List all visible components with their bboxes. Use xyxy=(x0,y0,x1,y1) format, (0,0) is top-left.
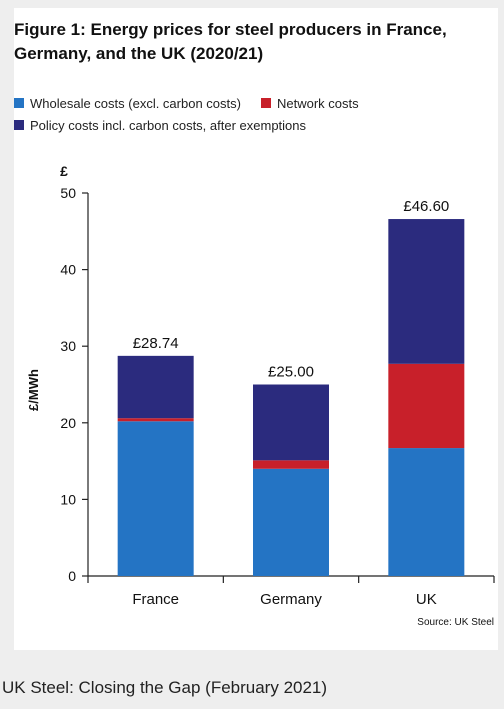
bar-policy-germany xyxy=(253,384,329,461)
bar-wholesale-uk xyxy=(388,448,465,576)
chart-title: Figure 1: Energy prices for steel produc… xyxy=(14,20,447,63)
legend-item-wholesale: Wholesale costs (excl. carbon costs) xyxy=(14,96,241,111)
legend-item-policy: Policy costs incl. carbon costs, after e… xyxy=(14,118,306,133)
total-label-uk: £46.60 xyxy=(403,198,449,215)
bars xyxy=(117,219,465,576)
y-unit-label: £ xyxy=(60,163,68,179)
source-note: Source: UK Steel xyxy=(417,617,494,628)
y-tick-label: 20 xyxy=(60,415,76,431)
legend-swatch-policy xyxy=(14,120,24,130)
legend-row-2: Policy costs incl. carbon costs, after e… xyxy=(14,114,379,136)
legend-item-network: Network costs xyxy=(260,95,359,111)
y-tick-label: 40 xyxy=(60,262,76,278)
bar-wholesale-germany xyxy=(253,468,329,576)
legend-swatch-wholesale xyxy=(14,98,24,108)
bar-wholesale-france xyxy=(117,421,194,576)
legend-label-wholesale: Wholesale costs (excl. carbon costs) xyxy=(30,95,241,111)
bar-network-germany xyxy=(253,460,329,469)
bar-policy-france xyxy=(117,355,194,419)
bar-network-uk xyxy=(388,363,465,449)
x-tick-label-uk: UK xyxy=(416,591,437,608)
bar-network-france xyxy=(117,418,194,422)
y-tick-label: 30 xyxy=(60,338,76,354)
total-label-germany: £25.00 xyxy=(268,364,314,381)
y-tick-label: 0 xyxy=(68,568,76,584)
x-tick-label-germany: Germany xyxy=(260,591,322,608)
y-axis-label: £/MWh xyxy=(26,369,41,411)
y-tick-label: 50 xyxy=(60,185,76,201)
bar-policy-uk xyxy=(388,219,465,364)
legend-row-1: Wholesale costs (excl. carbon costs) Net… xyxy=(14,92,379,114)
legend-label-network: Network costs xyxy=(276,95,359,111)
x-tick-label-france: France xyxy=(132,591,179,608)
legend: Wholesale costs (excl. carbon costs) Net… xyxy=(14,92,379,136)
legend-swatch-network xyxy=(260,98,271,108)
legend-label-policy: Policy costs incl. carbon costs, after e… xyxy=(30,117,307,133)
caption: UK Steel: Closing the Gap (February 2021… xyxy=(2,678,328,697)
y-tick-label: 10 xyxy=(60,491,76,507)
total-label-france: £28.74 xyxy=(133,335,179,352)
labels: £28.74 France £25.00 Germany £46.60 UK xyxy=(132,198,449,608)
